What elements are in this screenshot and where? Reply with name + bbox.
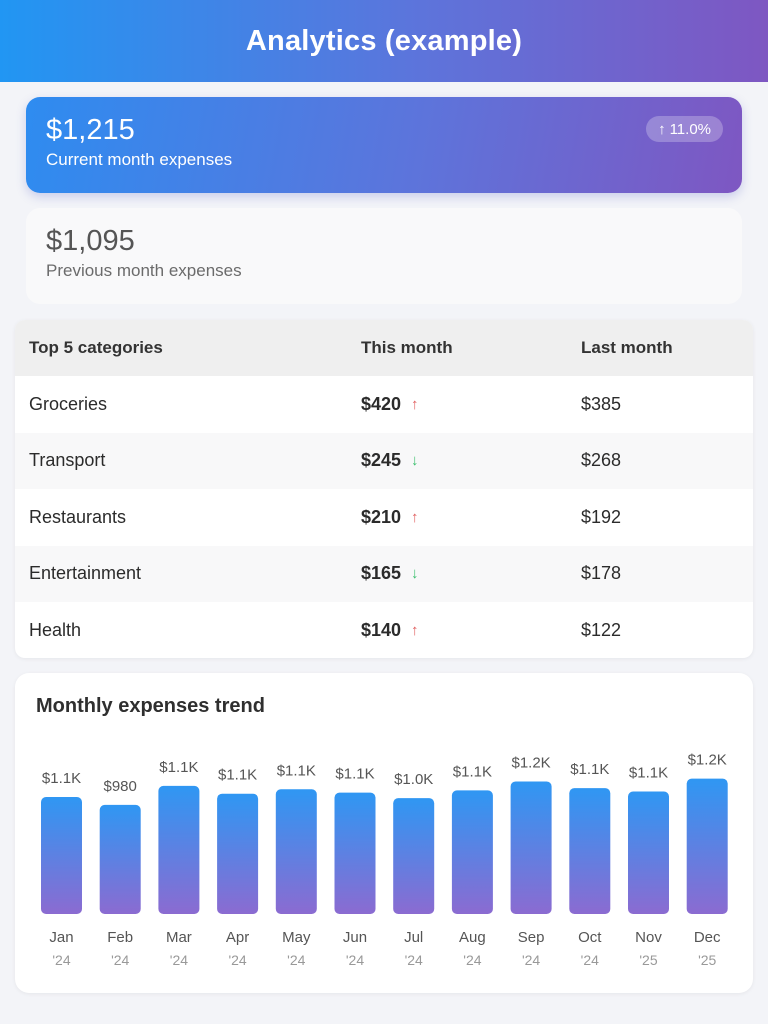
- this-month-value: $245 ↓: [361, 450, 419, 471]
- this-month-amount: $140: [361, 619, 402, 640]
- year-tick-label: '24: [463, 952, 481, 968]
- data-label: $1.2K: [511, 754, 550, 771]
- category-name: Health: [29, 619, 82, 640]
- arrow-up-icon: ↑: [411, 508, 419, 526]
- top-categories-table: Top 5 categories This month Last month G…: [15, 320, 753, 658]
- month-tick-label: Jun: [343, 929, 367, 946]
- bar-apr: [217, 793, 259, 914]
- change-badge: ↑ 11.0%: [646, 116, 723, 142]
- bar-dec: [686, 778, 728, 914]
- last-month-value: $192: [581, 506, 622, 527]
- month-tick-label: Mar: [166, 929, 192, 946]
- current-month-amount: $1,215: [46, 114, 135, 146]
- current-month-card: $1,215 Current month expenses ↑ 11.0%: [26, 97, 742, 193]
- this-month-amount: $210: [361, 506, 402, 527]
- year-tick-label: '24: [346, 952, 364, 968]
- arrow-down-icon: ↓: [411, 565, 419, 583]
- table-row: Restaurants $210 ↑ $192: [15, 489, 753, 545]
- category-name: Restaurants: [29, 506, 127, 527]
- table-row: Entertainment $165 ↓ $178: [15, 545, 753, 602]
- month-tick-label: May: [282, 929, 311, 946]
- data-label: $1.2K: [688, 752, 727, 769]
- column-header-category: Top 5 categories: [29, 338, 163, 358]
- year-tick-label: '24: [170, 952, 188, 968]
- arrow-up-icon: ↑: [411, 396, 419, 414]
- current-month-label: Current month expenses: [46, 150, 233, 169]
- year-tick-label: '24: [405, 952, 423, 968]
- bar-sep: [510, 781, 552, 914]
- arrow-up-icon: ↑: [411, 621, 419, 639]
- bar-mar: [158, 785, 200, 914]
- category-name: Groceries: [29, 394, 108, 415]
- bar-nov: [628, 791, 669, 914]
- last-month-value: $122: [581, 619, 622, 640]
- month-tick-label: Jul: [404, 929, 423, 946]
- bar-may: [275, 789, 317, 914]
- month-tick-label: Sep: [518, 929, 545, 946]
- data-label: $1.1K: [42, 770, 81, 787]
- data-label: $1.0K: [394, 771, 433, 788]
- last-month-value: $268: [581, 450, 622, 471]
- data-label: $1.1K: [453, 763, 492, 780]
- arrow-down-icon: ↓: [411, 452, 419, 470]
- month-tick-label: Dec: [694, 929, 721, 946]
- bar-feb: [99, 804, 141, 914]
- bar-jul: [393, 798, 435, 914]
- this-month-value: $210 ↑: [361, 507, 419, 528]
- this-month-amount: $245: [361, 450, 402, 471]
- month-tick-label: Oct: [578, 929, 602, 946]
- year-tick-label: '24: [52, 952, 70, 968]
- bar-jan: [41, 797, 82, 914]
- chart-title: Monthly expenses trend: [36, 695, 265, 717]
- monthly-expenses-bar-chart: $1.1K Jan '24 $980 Feb '24 $1.1K Mar '24 $1.1K Apr…: [41, 752, 728, 968]
- page-title: Analytics (example): [245, 24, 523, 57]
- column-header-this-month: This month: [361, 338, 453, 358]
- column-header-last-month: Last month: [581, 338, 673, 358]
- month-tick-label: Nov: [635, 929, 662, 946]
- category-name: Entertainment: [29, 563, 142, 584]
- table-header-row: Top 5 categories This month Last month: [15, 320, 753, 377]
- category-name: Transport: [29, 450, 106, 471]
- this-month-value: $165 ↓: [361, 563, 419, 584]
- last-month-value: $178: [581, 563, 622, 584]
- data-label: $1.1K: [218, 767, 257, 784]
- bar-jun: [334, 792, 376, 914]
- month-tick-label: Jan: [49, 929, 73, 946]
- year-tick-label: '24: [111, 952, 129, 968]
- previous-month-amount: $1,095: [46, 225, 135, 257]
- year-tick-label: '24: [581, 952, 599, 968]
- bar-oct: [569, 788, 611, 914]
- month-tick-label: Apr: [226, 929, 249, 946]
- year-tick-label: '24: [228, 952, 246, 968]
- previous-month-card: $1,095 Previous month expenses: [26, 208, 742, 304]
- change-value: 11.0%: [669, 120, 711, 138]
- this-month-amount: $165: [361, 563, 402, 584]
- data-label: $1.1K: [159, 759, 198, 776]
- table-row: Transport $245 ↓ $268: [15, 432, 753, 490]
- data-label: $1.1K: [335, 766, 374, 783]
- bar-aug: [451, 790, 493, 914]
- trend-chart-card: Monthly expenses trend $1.1K Jan '24 $980 Fe…: [15, 673, 753, 993]
- app-header: Analytics (example): [0, 0, 768, 82]
- this-month-amount: $420: [361, 394, 402, 415]
- table-row: Groceries $420 ↑ $385: [15, 376, 753, 432]
- table-row: Health $140 ↑ $122: [15, 602, 753, 658]
- data-label: $1.1K: [570, 761, 609, 778]
- year-tick-label: '24: [522, 952, 540, 968]
- last-month-value: $385: [581, 394, 622, 415]
- data-label: $1.1K: [277, 762, 316, 779]
- this-month-value: $420 ↑: [361, 394, 419, 415]
- data-label: $1.1K: [629, 764, 668, 781]
- data-label: $980: [104, 778, 137, 795]
- year-tick-label: '25: [639, 952, 657, 968]
- this-month-value: $140 ↑: [361, 620, 419, 641]
- previous-month-label: Previous month expenses: [46, 261, 242, 280]
- year-tick-label: '25: [698, 952, 716, 968]
- month-tick-label: Feb: [107, 929, 133, 946]
- year-tick-label: '24: [287, 952, 305, 968]
- arrow-up-icon: ↑: [658, 120, 666, 138]
- month-tick-label: Aug: [459, 929, 486, 946]
